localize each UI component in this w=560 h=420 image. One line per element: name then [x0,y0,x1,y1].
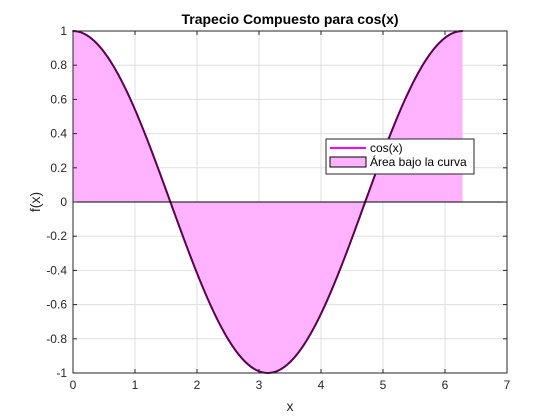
data-point [406,92,409,95]
data-point [220,327,223,329]
y-tick-label: 1 [60,24,67,38]
x-tick-label: 0 [70,378,77,392]
y-tick-label: -0.8 [46,332,67,346]
x-axis-label: x [287,398,294,414]
y-tick-label: -0.4 [46,263,67,277]
data-point [388,136,391,139]
legend: cos(x) Área bajo la curva [325,138,475,175]
y-axis-label: f(x) [27,192,43,212]
legend-label-line: cos(x) [370,141,403,155]
y-tick-label: 0.6 [50,92,67,106]
x-tick-label: 7 [504,378,511,392]
y-tick-label: 0 [60,195,67,209]
data-point [444,36,446,39]
y-tick-label: 0.8 [50,58,67,72]
y-tick-label: -1 [56,366,67,380]
data-point [146,139,149,142]
data-point [183,239,186,242]
x-tick-label: 3 [256,378,263,392]
x-tick-label: 5 [380,378,387,392]
y-tick-label: -0.2 [46,229,67,243]
y-tick-label: 0.4 [50,127,67,141]
x-tick-label: 1 [132,378,139,392]
data-point [425,58,428,61]
x-tick-label: 4 [318,378,325,392]
data-point [313,325,316,328]
ticks: 0 1 2 3 4 5 6 7 -1 -0.8 -0.6 -0.4 -0.2 0 0.2 0.4 0.6 0.8 1 [46,24,510,392]
y-tick-label: -0.6 [46,298,67,312]
x-tick-label: 2 [194,378,201,392]
legend-label-area: Área bajo la curva [370,154,467,169]
legend-area-swatch [329,156,367,168]
data-point [351,237,353,239]
data-point [332,284,335,287]
data-point [127,94,130,97]
data-point [202,287,205,290]
x-tick-label: 6 [442,378,449,392]
data-point [295,354,298,357]
data-point [239,355,242,358]
data-point [369,186,372,189]
chart-title: Trapecio Compuesto para cos(x) [181,11,398,27]
data-point [276,369,279,372]
data-point [165,188,167,191]
data-point [109,60,112,62]
y-tick-label: 0.2 [50,161,67,175]
data-point [90,37,93,40]
